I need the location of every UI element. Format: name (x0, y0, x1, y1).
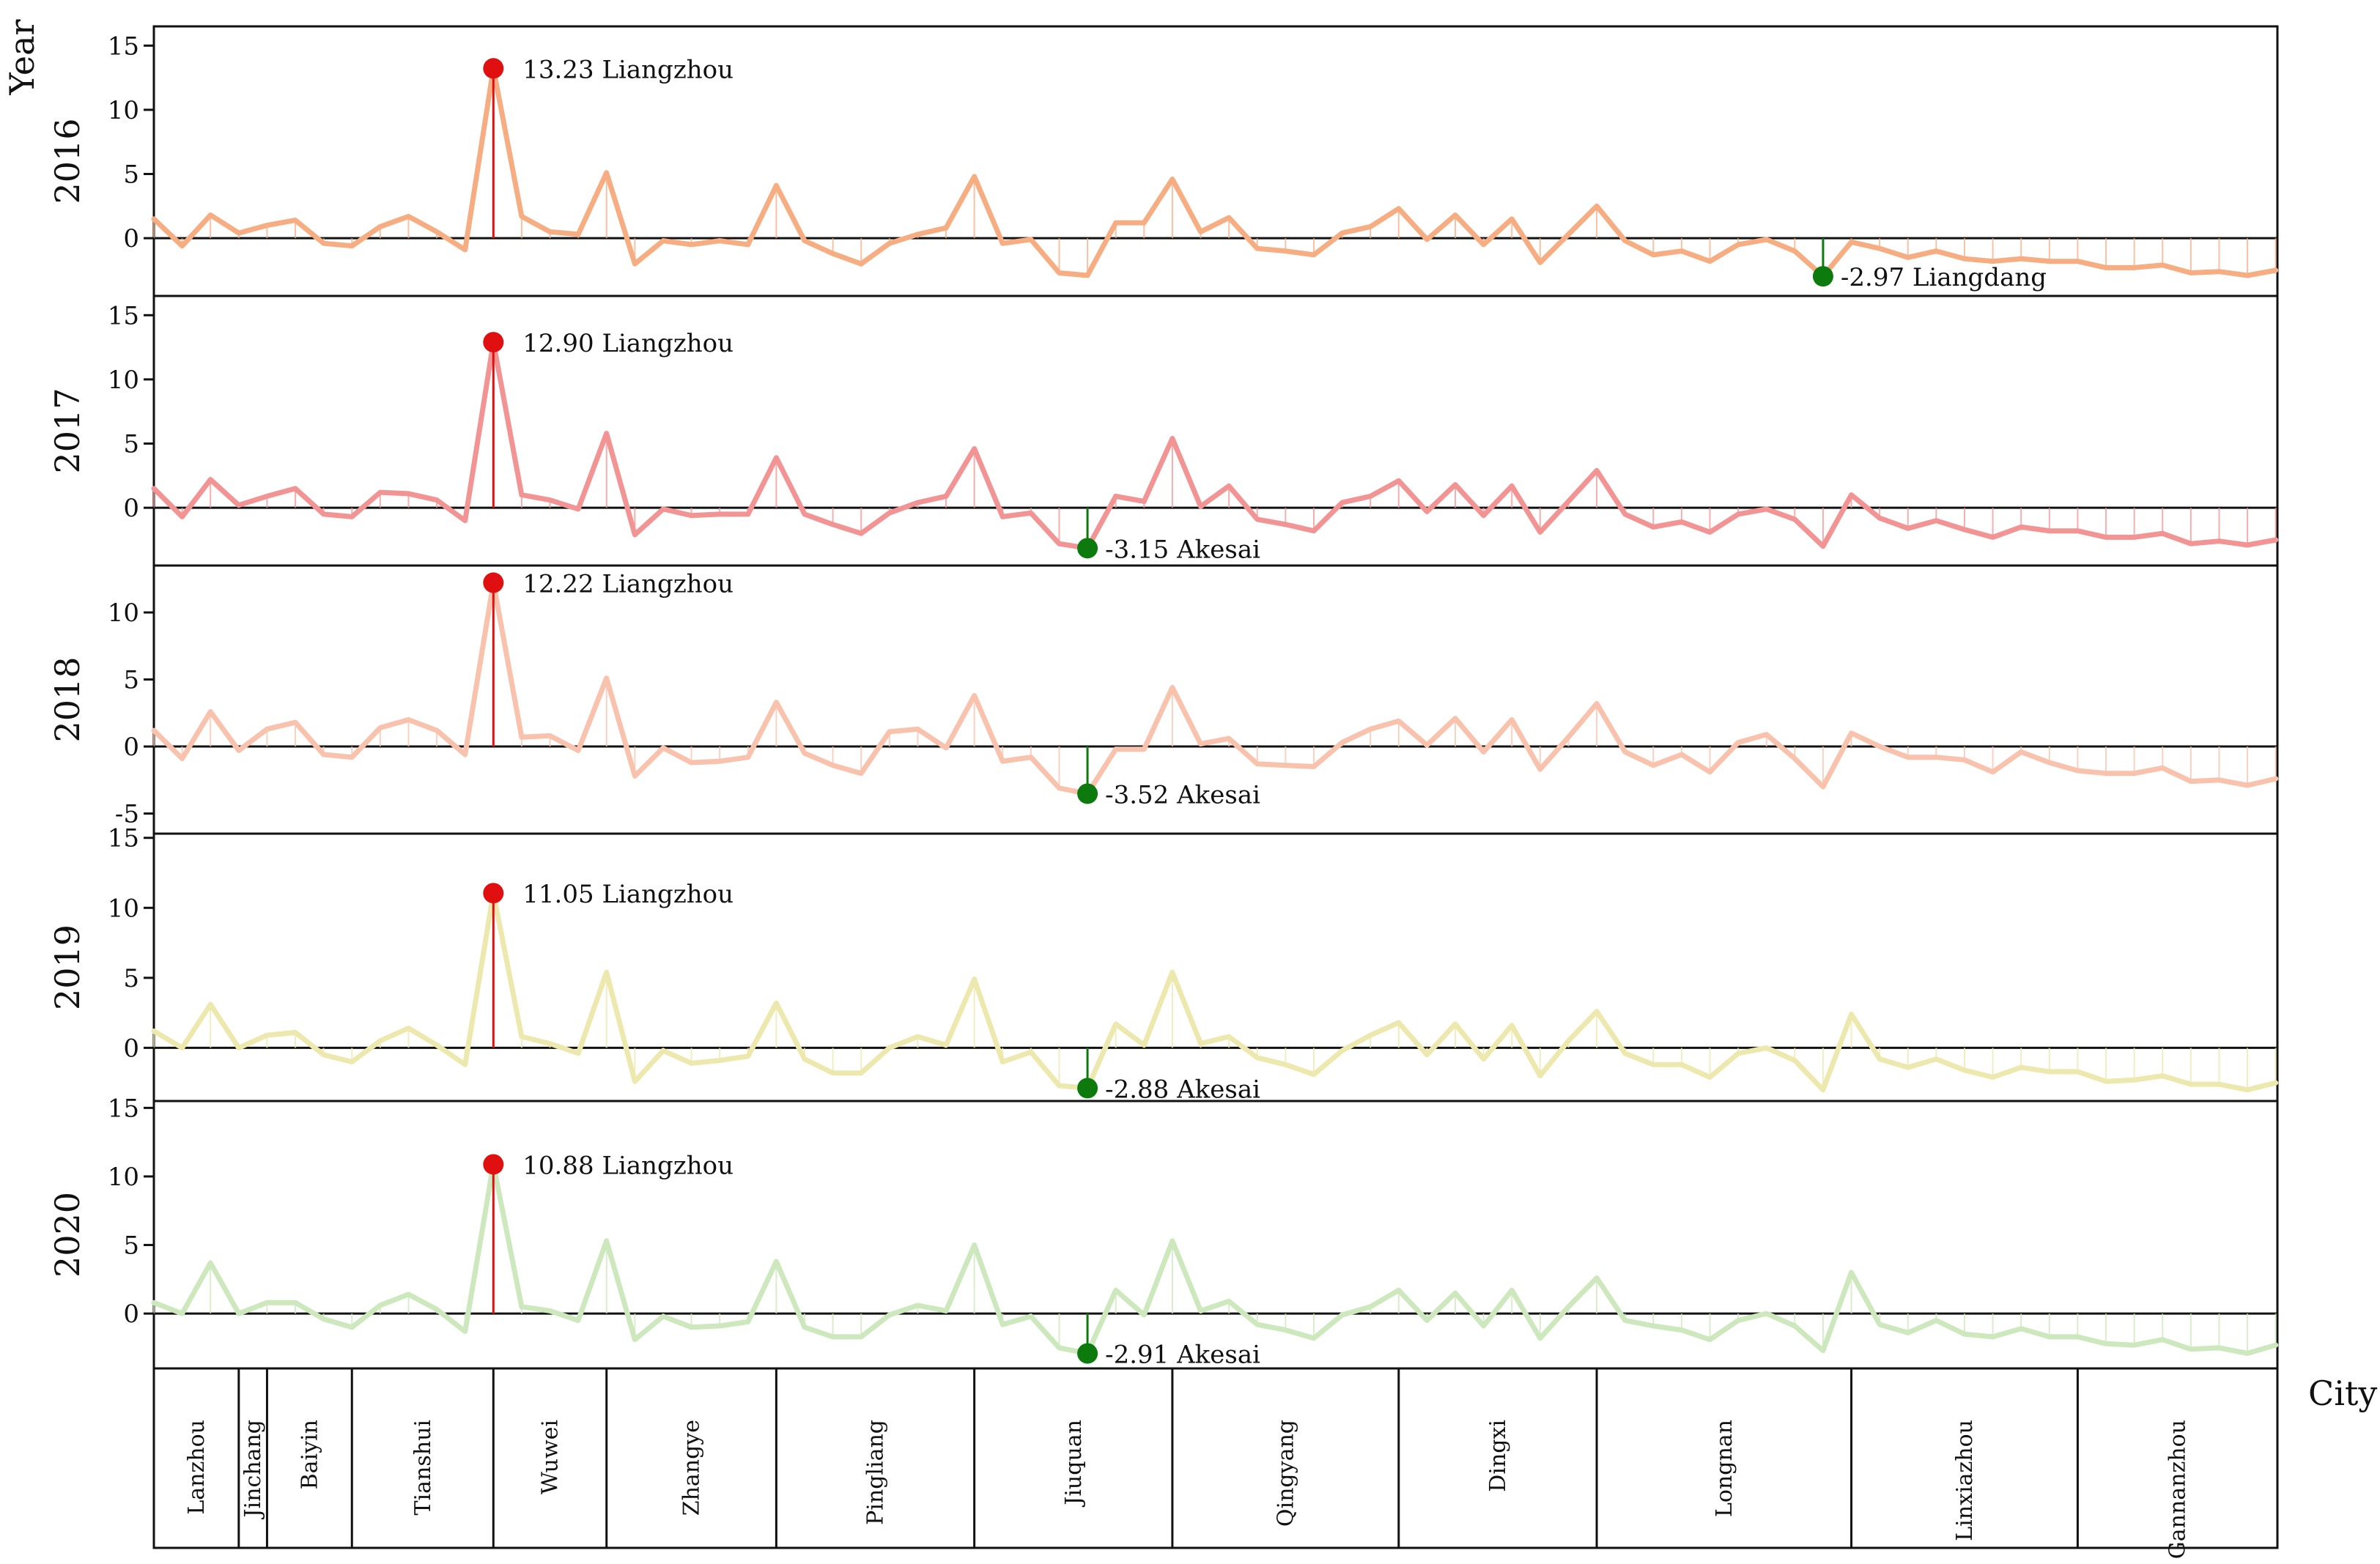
max-marker (483, 883, 504, 904)
y-tick-label: -5 (115, 800, 139, 829)
y-tick-label: 0 (123, 494, 139, 523)
min-annotation: -3.52 Akesai (1105, 780, 1260, 809)
min-marker (1077, 538, 1098, 559)
y-axis-title: Year (2, 19, 42, 95)
y-tick-label: 5 (123, 964, 139, 993)
city-label: Tianshui (410, 1420, 436, 1515)
panel-year-label: 2019 (48, 924, 87, 1010)
min-marker (1077, 783, 1098, 804)
series-line-2016 (151, 65, 2279, 279)
city-label: Qingyang (1273, 1420, 1298, 1527)
y-tick-label: 0 (123, 224, 139, 253)
city-label: Jiuquan (1061, 1420, 1087, 1508)
y-tick-label: 15 (108, 301, 139, 330)
city-label: Jinchang (240, 1420, 266, 1519)
series-line-2020 (151, 1162, 2279, 1357)
y-tick-label: 0 (123, 1034, 139, 1063)
y-tick-label: 5 (123, 1231, 139, 1261)
panel-frame (152, 1100, 2279, 1370)
series-line-2017 (151, 339, 2279, 551)
panel-year-label: 2017 (48, 388, 87, 473)
x-axis-title: City (2308, 1374, 2377, 1413)
city-axis: Lanzhou Jinchang Baiyin Tianshui Wuwei Zhangy… (152, 1367, 2279, 1559)
min-annotation: -2.91 Akesai (1105, 1341, 1260, 1370)
panel-2017: 0 5 10 15 2017 12.90 Liangzhou -3.15 Akesai (48, 294, 2279, 567)
panel-year-label: 2018 (48, 656, 87, 742)
y-tick-label: 15 (108, 1094, 139, 1123)
max-marker (483, 332, 504, 353)
city-axis-frame (152, 1367, 2279, 1549)
city-label: Lanzhou (184, 1420, 210, 1515)
min-annotation: -3.15 Akesai (1105, 535, 1260, 564)
panel-frame (152, 832, 2279, 1102)
max-marker (483, 1154, 504, 1175)
panel-year-label: 2016 (48, 118, 87, 204)
series-line-2018 (151, 579, 2279, 796)
y-tick-label: 5 (123, 160, 139, 190)
max-annotation: 13.23 Liangzhou (522, 55, 733, 84)
series-line-2019 (151, 890, 2279, 1093)
city-label: Dingxi (1485, 1420, 1511, 1492)
panel-2019: 0 5 10 15 2019 11.05 Liangzhou -2.88 Akesai (48, 824, 2279, 1104)
y-tick-label: 10 (108, 1163, 139, 1192)
panel-year-label: 2020 (48, 1192, 87, 1278)
city-label: Baiyin (297, 1420, 322, 1489)
min-annotation: -2.88 Akesai (1105, 1075, 1260, 1104)
min-marker (1077, 1078, 1098, 1099)
max-annotation: 12.90 Liangzhou (522, 329, 733, 358)
chart-panels: 0 5 10 15 2016 13.23 Liangzhou -2.97 Liangdang… (48, 25, 2279, 1370)
y-tick-label: 0 (123, 1300, 139, 1329)
city-label: Pingliang (863, 1420, 889, 1525)
y-tick-label: 10 (108, 96, 139, 125)
city-label: Gannanzhou (2165, 1420, 2191, 1559)
panel-2016: 0 5 10 15 2016 13.23 Liangzhou -2.97 Liangdang (48, 25, 2279, 297)
y-tick-label: 5 (123, 666, 139, 695)
max-annotation: 10.88 Liangzhou (522, 1151, 733, 1180)
y-tick-label: 10 (108, 598, 139, 628)
panel-2020: 0 5 10 15 2020 10.88 Liangzhou -2.91 Akesai (48, 1094, 2279, 1370)
city-label: Longnan (1712, 1420, 1737, 1517)
min-marker (1812, 266, 1833, 287)
panel-2018: -5 0 5 10 2018 12.22 Liangzhou -3.52 Akesai (48, 564, 2279, 835)
max-marker (483, 572, 504, 593)
y-tick-label: 0 (123, 733, 139, 762)
y-tick-label: 15 (108, 31, 139, 61)
min-marker (1077, 1343, 1098, 1364)
min-annotation: -2.97 Liangdang (1841, 263, 2047, 292)
y-tick-label: 5 (123, 430, 139, 459)
y-tick-label: 15 (108, 824, 139, 853)
y-tick-label: 10 (108, 366, 139, 395)
max-marker (483, 58, 504, 79)
y-tick-label: 10 (108, 894, 139, 923)
max-annotation: 12.22 Liangzhou (522, 569, 733, 598)
city-label: Zhangye (679, 1420, 705, 1516)
max-annotation: 11.05 Liangzhou (522, 880, 733, 909)
city-label: Wuwei (538, 1420, 563, 1494)
city-label: Linxiazhou (1952, 1420, 1978, 1541)
